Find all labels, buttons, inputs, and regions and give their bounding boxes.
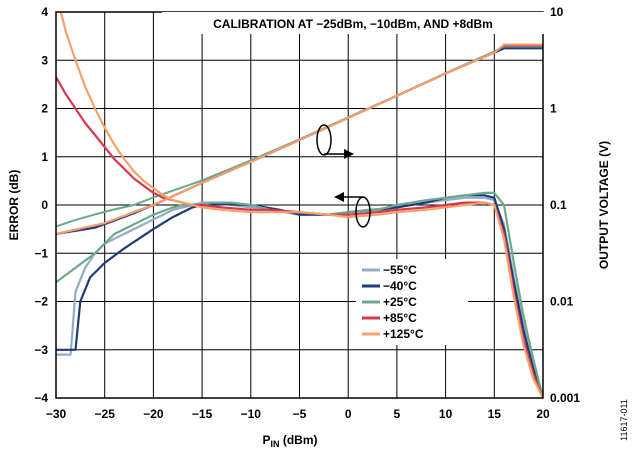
left-y-axis-title: ERROR (dB) [7,170,21,241]
left-y-tick-label: −4 [34,391,48,405]
left-y-tick-label: −2 [34,295,48,309]
x-tick-label: 15 [488,407,502,421]
annotation-box [162,12,547,34]
x-tick-label: 0 [345,407,352,421]
legend-label: −40°C [383,279,417,293]
legend-label: +85°C [383,311,417,325]
left-y-tick-label: 2 [41,102,48,116]
x-tick-label: −5 [293,407,307,421]
right-y-tick-label: 0.001 [550,391,580,405]
x-tick-label: −10 [241,407,262,421]
left-y-tick-label: 4 [41,5,48,19]
left-y-tick-label: 0 [41,198,48,212]
right-y-tick-label: 0.1 [550,198,567,212]
calibration-annotation: CALIBRATION AT −25dBm, −10dBm, AND +8dBm [213,17,493,31]
right-y-tick-label: 0.01 [550,295,574,309]
x-tick-label: 20 [536,407,550,421]
right-y-axis-title: OUTPUT VOLTAGE (V) [597,141,611,269]
error-curve-40c [56,194,543,398]
voltage-curve-125c [56,43,543,235]
left-y-tick-label: 1 [41,150,48,164]
legend: −55°C −40°C +25°C +85°C +125°C [362,263,424,341]
x-axis-title: PIN (dBm) [262,433,317,449]
legend-label: +25°C [383,295,417,309]
left-y-tick-label: −3 [34,343,48,357]
left-axis-indicator [334,192,371,228]
series-curves [56,12,543,398]
x-tick-label: −15 [192,407,213,421]
legend-label: −55°C [383,263,417,277]
right-arrow-head [344,149,354,159]
left-y-tick-label: 3 [41,53,48,67]
left-y-tick-label: −1 [34,246,48,260]
right-y-tick-label: 10 [550,5,564,19]
error-curve-125c [59,12,543,398]
right-y-tick-labels: 0.001 0.01 0.1 1 10 [550,5,580,405]
x-tick-label: −20 [143,407,164,421]
right-y-tick-label: 1 [550,102,557,116]
left-arrow-head [334,192,344,202]
x-tick-label: −25 [95,407,116,421]
legend-label: +125°C [383,327,424,341]
x-tick-label: 10 [439,407,453,421]
x-tick-labels: −30 −25 −20 −15 −10 −5 0 5 10 15 20 [46,407,550,421]
left-y-tick-labels: −4 −3 −2 −1 0 1 2 3 4 [34,5,48,405]
right-axis-indicator [316,124,354,159]
x-tick-label: −30 [46,407,67,421]
figure-id: 11617-011 [619,399,629,441]
x-tick-label: 5 [394,407,401,421]
voltage-curve-marker-ellipse [316,124,332,156]
